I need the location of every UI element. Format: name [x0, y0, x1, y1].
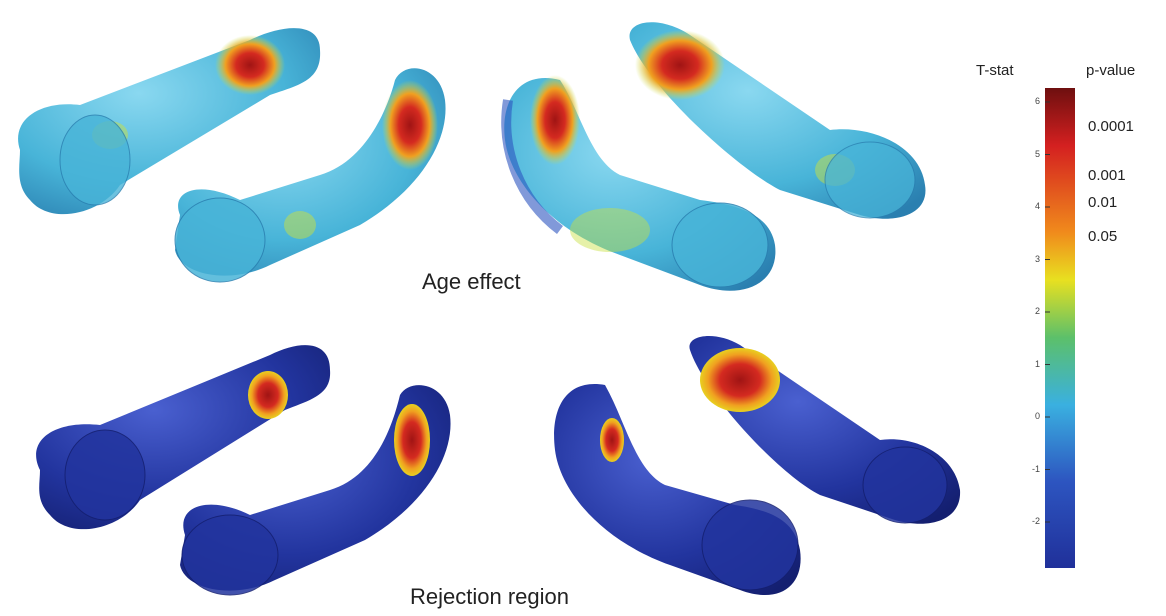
colorbar-tick-label: 0 — [1034, 411, 1040, 421]
age-effect-title: Age effect — [422, 269, 521, 294]
age-surface-right-superior — [629, 22, 926, 219]
colorbar-tick-label: -2 — [1031, 516, 1040, 526]
colorbar — [1045, 88, 1075, 568]
colorbar-tick-label: 5 — [1034, 148, 1040, 159]
rejection-region-title: Rejection region — [410, 584, 569, 609]
rejection-surface-left-superior — [36, 345, 331, 530]
age-surface-right-inferior — [501, 75, 776, 291]
age-effect-panel — [18, 22, 926, 291]
age-surface-left-superior — [18, 28, 321, 215]
colorbar-tstat-header: T-stat — [976, 62, 1014, 79]
colorbar-tick-label: 1 — [1034, 358, 1040, 369]
colorbar-pvalue-label: 0.001 — [1088, 167, 1126, 184]
colorbar-pvalue-label: 0.01 — [1088, 194, 1118, 211]
colorbar-tick-label: 4 — [1034, 201, 1040, 211]
age-surface-left-inferior — [174, 68, 446, 283]
colorbar-pvalue-label: 0.0001 — [1088, 118, 1134, 135]
colorbar-tick-label: -1 — [1031, 463, 1040, 474]
colorbar-gradient — [1045, 88, 1075, 568]
colorbar-tick-label: 2 — [1034, 306, 1040, 316]
colorbar-tick-label: 3 — [1034, 253, 1040, 264]
colorbar-ticks — [1045, 101, 1050, 523]
colorbar-tick-label: 6 — [1034, 96, 1040, 106]
rejection-region-panel — [36, 335, 961, 596]
rejection-surface-left-inferior — [180, 385, 451, 596]
rejection-surface-right-superior — [689, 335, 961, 524]
rejection-surface-right-inferior — [554, 384, 801, 596]
colorbar-pvalue-label: 0.05 — [1088, 228, 1118, 245]
colorbar-pvalue-header: p-value — [1086, 62, 1136, 79]
